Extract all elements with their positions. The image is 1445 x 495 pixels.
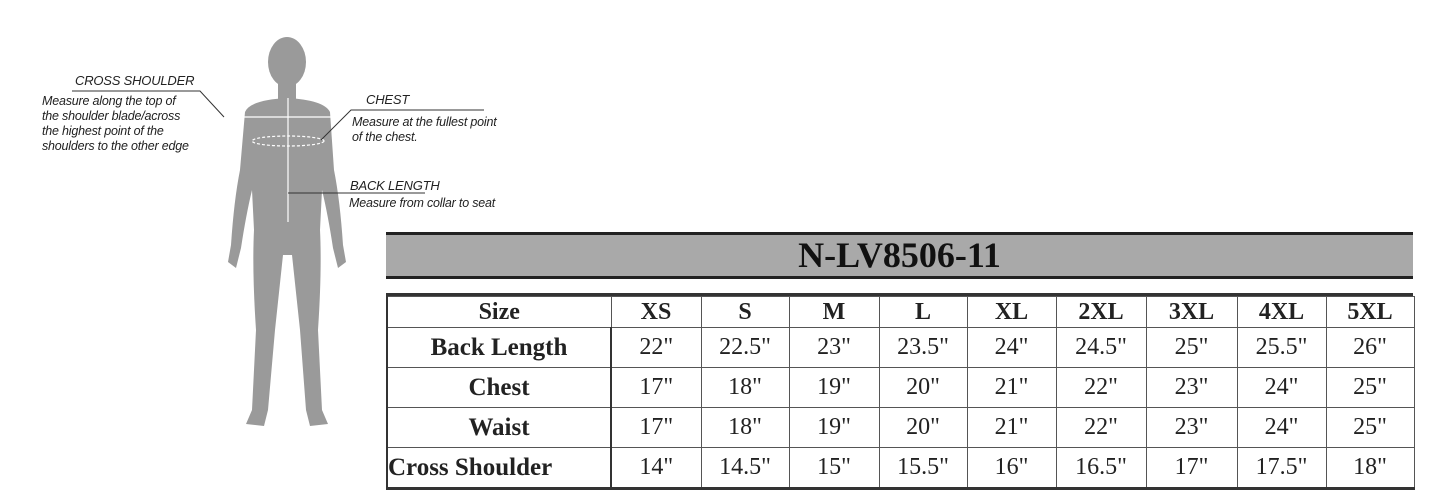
measurement-cell: 23": [1145, 407, 1238, 448]
back-length-title: BACK LENGTH: [350, 178, 440, 193]
measurement-cell: 16": [966, 447, 1057, 489]
size-chart: N-LV8506-11 Size XS S M L XL 2XL 3XL 4XL 5XL Back …: [386, 232, 1415, 490]
row-label: Waist: [386, 407, 612, 448]
measurement-cell: 24": [1236, 407, 1327, 448]
measurement-cell: 21": [966, 407, 1057, 448]
cross-shoulder-description: Measure along the top of the shoulder bl…: [42, 94, 189, 153]
measurement-cell: 18": [700, 367, 790, 408]
measurement-guide: CROSS SHOULDER Measure along the top of …: [0, 0, 560, 440]
header-cell: XL: [966, 296, 1057, 328]
measurement-cell: 25": [1145, 327, 1238, 368]
header-cell: S: [700, 296, 790, 328]
measurement-cell: 18": [700, 407, 790, 448]
chest-description: Measure at the fullest point of the ches…: [352, 115, 497, 144]
measurement-cell: 25": [1325, 407, 1415, 448]
measurement-cell: 17": [1145, 447, 1238, 489]
measurement-cell: 19": [788, 367, 880, 408]
measurement-cell: 26": [1325, 327, 1415, 368]
header-cell: 4XL: [1236, 296, 1327, 328]
measurement-cell: 25": [1325, 367, 1415, 408]
measurement-cell: 16.5": [1055, 447, 1147, 489]
header-cell: M: [788, 296, 880, 328]
row-label: Back Length: [386, 327, 612, 368]
row-label: Cross Shoulder: [386, 447, 612, 489]
measurement-cell: 24.5": [1055, 327, 1147, 368]
measurement-cell: 21": [966, 367, 1057, 408]
row-label: Chest: [386, 367, 612, 408]
measurement-cell: 20": [878, 367, 968, 408]
measurement-cell: 23": [1145, 367, 1238, 408]
measurement-cell: 18": [1325, 447, 1415, 489]
header-row: Size XS S M L XL 2XL 3XL 4XL 5XL: [386, 296, 1415, 328]
measurement-cell: 22": [1055, 407, 1147, 448]
table-row: Waist 17" 18" 19" 20" 21" 22" 23" 24" 25": [386, 407, 1415, 448]
header-cell: 3XL: [1145, 296, 1238, 328]
measurement-cell: 24": [1236, 367, 1327, 408]
measurement-cell: 22": [1055, 367, 1147, 408]
header-cell: 2XL: [1055, 296, 1147, 328]
back-length-description: Measure from collar to seat: [349, 196, 496, 210]
header-cell: L: [878, 296, 968, 328]
body-silhouette-icon: [72, 37, 484, 426]
table-row: Back Length 22" 22.5" 23" 23.5" 24" 24.5" 25" 25…: [386, 327, 1415, 368]
measurement-cell: 25.5": [1236, 327, 1327, 368]
table-row: Cross Shoulder 14" 14.5" 15" 15.5" 16" 16.5" 17…: [386, 447, 1415, 489]
measurement-cell: 24": [966, 327, 1057, 368]
measurement-cell: 15": [788, 447, 880, 489]
measurement-cell: 23": [788, 327, 880, 368]
table-row: Chest 17" 18" 19" 20" 21" 22" 23" 24" 25": [386, 367, 1415, 408]
header-cell: Size: [386, 296, 612, 328]
measurement-cell: 22.5": [700, 327, 790, 368]
product-code-title: N-LV8506-11: [386, 232, 1413, 279]
measurement-cell: 22": [610, 327, 702, 368]
size-table: Size XS S M L XL 2XL 3XL 4XL 5XL Back Length 22" 22.…: [386, 296, 1415, 490]
measurement-cell: 17": [610, 407, 702, 448]
measurement-cell: 15.5": [878, 447, 968, 489]
measurement-cell: 14": [610, 447, 702, 489]
header-cell: XS: [610, 296, 702, 328]
measurement-cell: 14.5": [700, 447, 790, 489]
measurement-cell: 17": [610, 367, 702, 408]
measurement-cell: 17.5": [1236, 447, 1327, 489]
header-cell: 5XL: [1325, 296, 1415, 328]
chest-title: CHEST: [366, 92, 410, 107]
cross-shoulder-title: CROSS SHOULDER: [75, 73, 195, 88]
measurement-cell: 23.5": [878, 327, 968, 368]
measurement-cell: 19": [788, 407, 880, 448]
measurement-cell: 20": [878, 407, 968, 448]
